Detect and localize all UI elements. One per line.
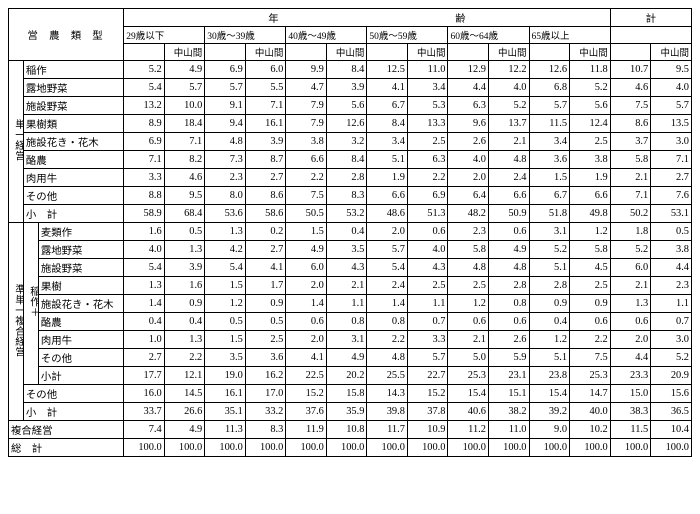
farming-type-table: 営 農 類 型 年 齢計29歳以下30歳〜39歳40歳〜49歳50歳〜59歳60… [8,8,692,457]
